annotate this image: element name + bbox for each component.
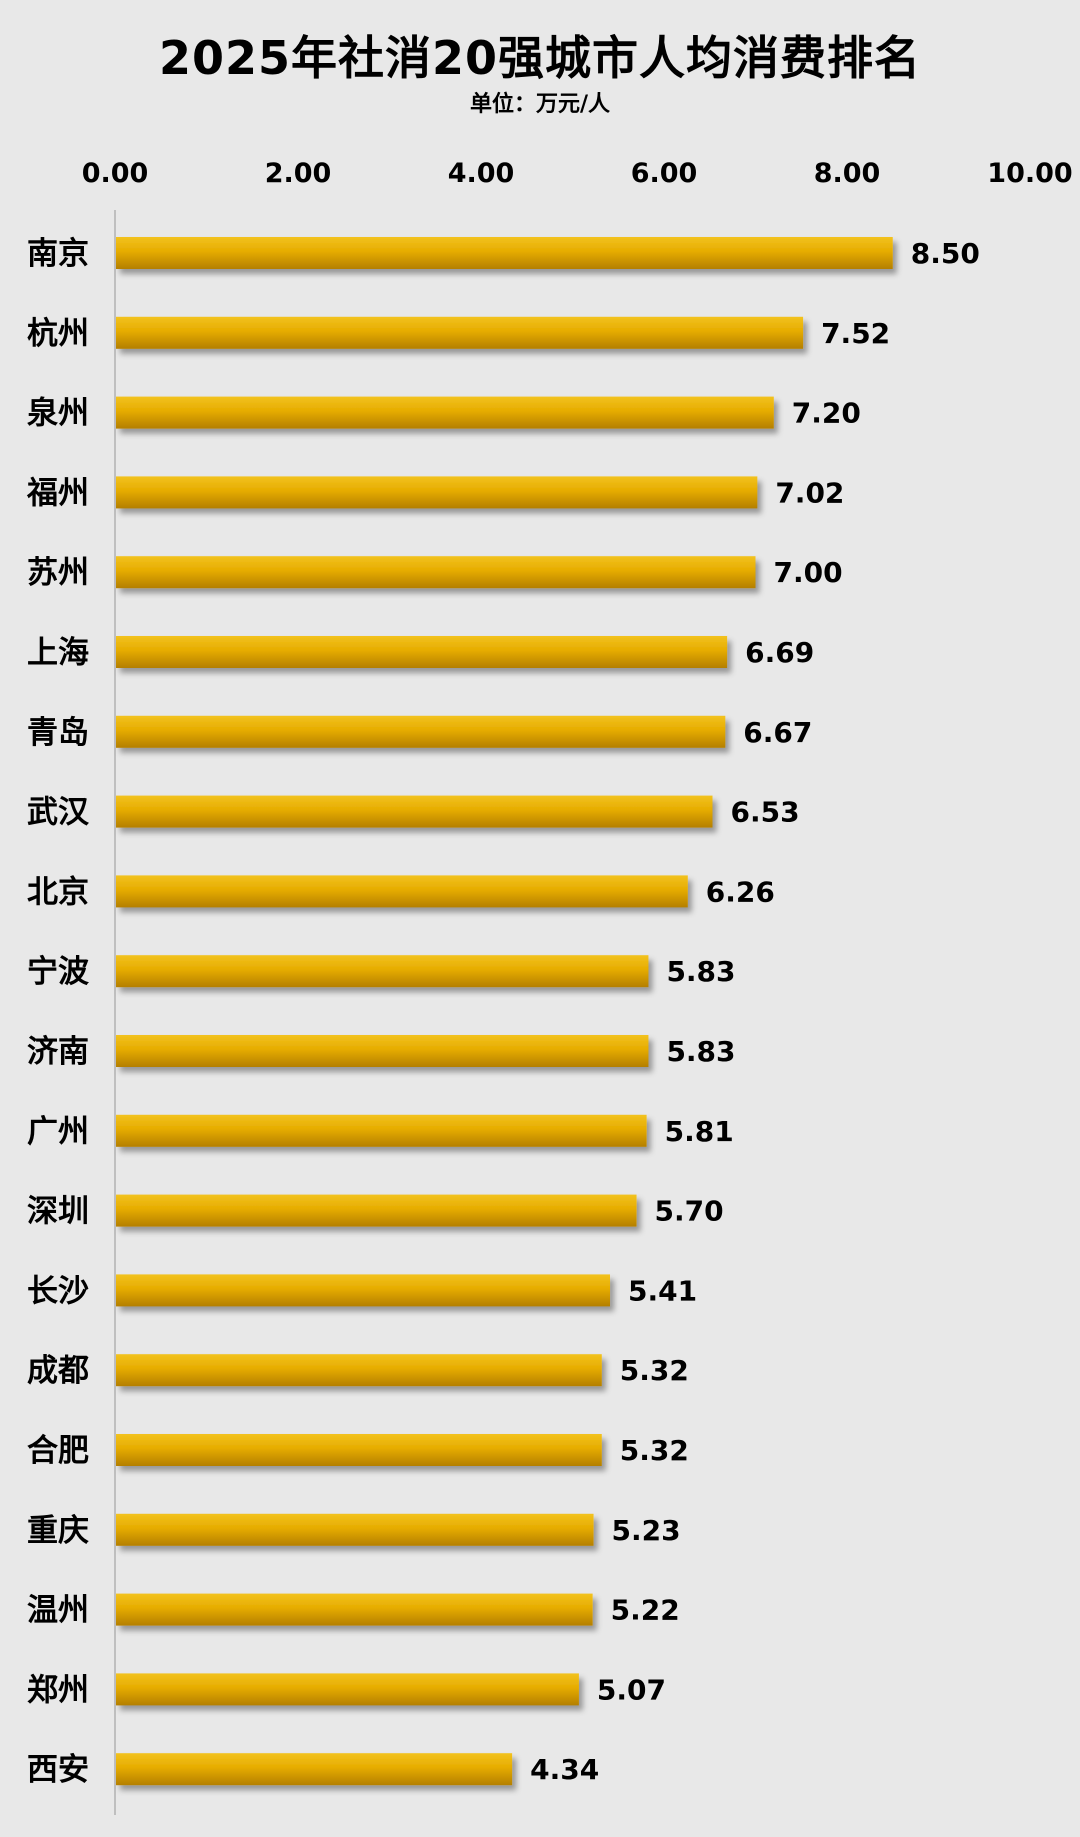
category-label: 长沙	[27, 1273, 89, 1309]
bar-row: 郑州 5.07	[27, 1672, 666, 1708]
category-label: 武汉	[27, 795, 90, 831]
bar-row: 青岛 6.67	[27, 715, 812, 751]
bar-row: 合肥 5.32	[27, 1433, 689, 1469]
value-label: 4.34	[530, 1753, 599, 1786]
value-label: 5.32	[620, 1354, 689, 1387]
bar	[116, 1035, 649, 1067]
bar	[116, 1274, 611, 1307]
value-label: 7.00	[774, 556, 843, 589]
x-tick-label: 6.00	[631, 158, 698, 189]
value-label: 5.22	[611, 1594, 680, 1627]
bar-row: 深圳 5.70	[27, 1194, 724, 1230]
category-label: 合肥	[27, 1433, 89, 1469]
bar	[116, 556, 756, 589]
bar-row: 广州 5.81	[27, 1114, 734, 1150]
chart-unit-subtitle: 单位：万元/人	[469, 92, 611, 117]
bar-row: 武汉 6.53	[27, 795, 800, 831]
bar-row: 重庆 5.23	[27, 1513, 681, 1549]
bar-row: 上海 6.69	[27, 635, 814, 671]
bar	[116, 1194, 637, 1227]
bar	[116, 955, 649, 988]
chart-title: 2025年社消20强城市人均消费排名	[158, 31, 922, 85]
bar	[116, 1513, 594, 1546]
bar	[116, 1114, 647, 1147]
category-label: 西安	[27, 1752, 89, 1788]
x-tick-label: 10.00	[987, 158, 1072, 189]
bar-row: 苏州 7.00	[27, 555, 843, 591]
bar	[116, 316, 804, 349]
bar	[116, 875, 688, 908]
value-label: 6.53	[730, 796, 799, 829]
category-label: 宁波	[27, 954, 89, 990]
bar-row: 温州 5.22	[27, 1593, 680, 1629]
bar	[116, 396, 774, 429]
category-label: 上海	[27, 635, 89, 671]
value-label: 5.83	[666, 955, 735, 988]
value-label: 7.20	[792, 397, 861, 430]
value-label: 5.83	[666, 1035, 735, 1068]
category-label: 北京	[27, 874, 89, 910]
category-label: 济南	[27, 1034, 89, 1070]
value-label: 7.52	[821, 317, 890, 350]
bar	[116, 1753, 513, 1786]
value-label: 5.81	[665, 1115, 734, 1148]
category-label: 苏州	[27, 555, 89, 591]
bar-row: 杭州 7.52	[27, 316, 890, 352]
category-label: 南京	[27, 236, 89, 272]
value-label: 5.41	[628, 1274, 697, 1307]
bar	[116, 1673, 579, 1706]
bar-row: 北京 6.26	[27, 874, 775, 910]
bar-row: 成都 5.32	[27, 1353, 689, 1389]
category-label: 青岛	[27, 715, 89, 751]
x-tick-label: 4.00	[448, 158, 515, 189]
bar	[116, 715, 726, 748]
bar-row: 福州 7.02	[26, 475, 844, 511]
category-label: 郑州	[27, 1672, 89, 1708]
bar-row: 长沙 5.41	[27, 1273, 697, 1309]
category-label: 泉州	[27, 396, 89, 432]
x-tick-label: 0.00	[82, 158, 149, 189]
category-label: 杭州	[27, 316, 89, 352]
value-label: 5.70	[655, 1195, 724, 1228]
bar	[116, 1593, 593, 1626]
category-label: 成都	[27, 1353, 89, 1389]
value-label: 5.32	[620, 1434, 689, 1467]
x-axis-ticks: 0.00 2.00 4.00 6.00 8.00 10.00	[82, 158, 1073, 189]
bar	[116, 636, 728, 668]
category-label: 重庆	[27, 1513, 89, 1549]
bar-row: 泉州 7.20	[27, 396, 861, 432]
value-label: 5.23	[612, 1514, 681, 1547]
value-label: 7.02	[775, 476, 844, 509]
bar	[116, 1354, 602, 1387]
category-label: 福州	[26, 475, 89, 511]
x-tick-label: 8.00	[814, 158, 881, 189]
value-label: 6.69	[745, 636, 814, 669]
value-label: 8.50	[911, 237, 980, 270]
bar	[116, 237, 893, 269]
bar	[116, 795, 713, 828]
bar	[116, 476, 758, 509]
bar-row: 南京 8.50	[27, 236, 980, 272]
x-tick-label: 2.00	[265, 158, 332, 189]
category-label: 广州	[27, 1114, 89, 1150]
bar-series: 南京 8.50 杭州 7.52 泉州 7.20 福州 7.02 苏州 7.00 上海 6.69 青岛 6.…	[26, 236, 980, 1788]
bar-row: 西安 4.34	[27, 1752, 599, 1788]
category-label: 温州	[27, 1593, 89, 1629]
bar	[116, 1434, 602, 1466]
value-label: 6.26	[706, 875, 775, 908]
bar-row: 济南 5.83	[27, 1034, 736, 1070]
category-label: 深圳	[27, 1194, 89, 1230]
value-label: 5.07	[597, 1673, 666, 1706]
bar-row: 宁波 5.83	[27, 954, 736, 990]
value-label: 6.67	[743, 716, 812, 749]
